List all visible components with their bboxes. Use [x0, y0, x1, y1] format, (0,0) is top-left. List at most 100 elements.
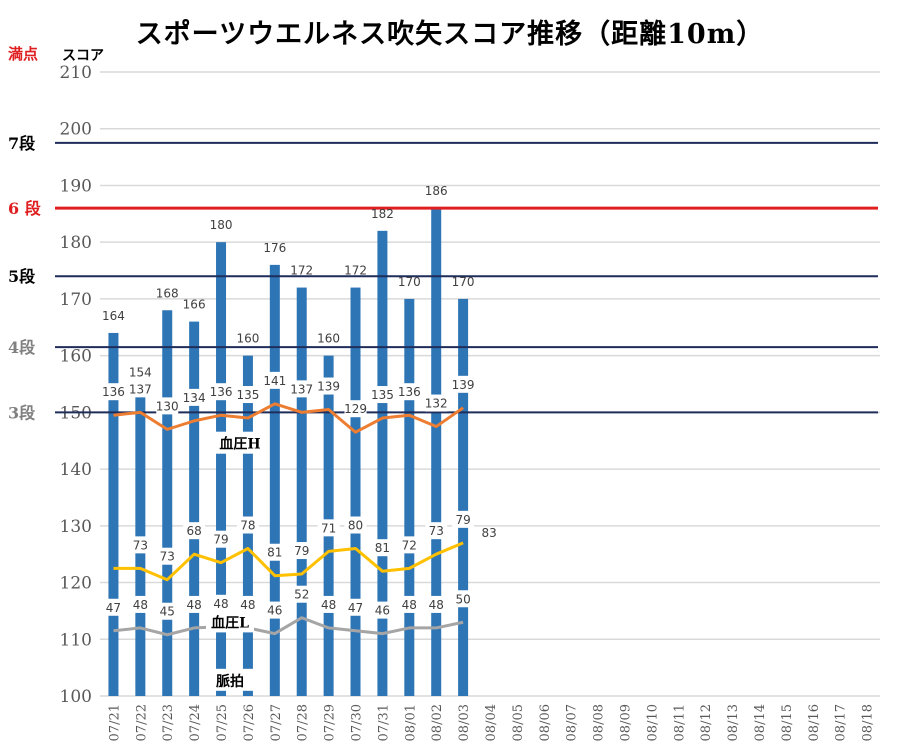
x-tick-label: 07/29	[323, 704, 338, 741]
series-data-label: 73	[133, 538, 148, 552]
series-data-label: 73	[160, 550, 175, 564]
score-bar	[404, 298, 415, 696]
series-data-label: 68	[186, 524, 201, 538]
series-name-box	[216, 431, 264, 454]
data-label-box	[425, 522, 448, 540]
bar-value-label: 160	[236, 332, 259, 346]
x-tick-label: 07/22	[134, 704, 149, 741]
series-data-label: 137	[290, 382, 313, 396]
data-label-box	[236, 516, 259, 534]
x-tick-label: 07/31	[376, 704, 391, 741]
series-line	[113, 541, 464, 582]
data-label-box	[156, 397, 179, 415]
series-data-label: 130	[156, 399, 179, 413]
series-data-label: 80	[348, 519, 363, 533]
series-data-label: 129	[344, 402, 367, 416]
data-label-box	[452, 375, 475, 393]
series-data-label: 136	[398, 385, 421, 399]
x-tick-label: 07/26	[242, 704, 257, 741]
data-label-box	[263, 601, 286, 619]
bar-value-label: 182	[371, 207, 394, 221]
data-label-box	[425, 394, 448, 412]
series-line	[113, 402, 464, 434]
series-data-label: 139	[452, 378, 475, 392]
series-data-label: 135	[236, 388, 259, 402]
series-data-label: 132	[425, 397, 448, 411]
y-tick-label: 160	[60, 347, 92, 367]
y-tick-label: 210	[60, 63, 92, 83]
series-name-box	[206, 668, 254, 691]
series-data-label: 139	[317, 380, 340, 394]
series-data-label: 47	[348, 601, 363, 615]
series-data-label: 134	[183, 391, 206, 405]
bar-value-label: 176	[263, 241, 286, 255]
x-tick-label: 08/10	[645, 704, 660, 741]
x-tick-label: 08/05	[511, 704, 526, 741]
x-tick-label: 07/23	[161, 704, 176, 741]
data-label-box	[290, 585, 313, 603]
x-tick-label: 08/04	[484, 704, 499, 741]
series-data-label: 78	[240, 519, 255, 533]
data-label-box	[263, 371, 286, 389]
data-label-box	[371, 386, 394, 404]
y-tick-label: 190	[60, 176, 92, 196]
dan-label: 6 段	[8, 199, 42, 218]
x-tick-label: 07/24	[188, 704, 203, 741]
series-data-label: 48	[321, 598, 336, 612]
series-name-label: 血圧L	[211, 614, 249, 631]
data-label-box	[317, 595, 340, 613]
data-label-box	[156, 547, 179, 565]
series-data-label: 135	[371, 388, 394, 402]
score-bar	[269, 264, 280, 696]
score-bar	[216, 242, 227, 696]
series-data-label: 81	[375, 541, 390, 555]
bar-value-label: 180	[210, 218, 233, 232]
series-data-label: 48	[133, 598, 148, 612]
series-data-label: 79	[213, 533, 228, 547]
y-tick-label: 100	[60, 687, 92, 707]
series-data-label: 137	[129, 382, 152, 396]
series-name-label: 脈拍	[216, 673, 244, 690]
x-tick-label: 08/11	[672, 704, 687, 741]
data-label-box	[183, 595, 206, 613]
score-bar	[377, 230, 388, 696]
data-label-box	[398, 383, 421, 401]
data-label-box	[344, 400, 367, 418]
score-bar	[108, 332, 119, 696]
series-data-label: 52	[294, 588, 309, 602]
data-label-box	[236, 386, 259, 404]
series-data-label: 47	[106, 601, 121, 615]
x-tick-label: 08/07	[565, 704, 580, 741]
data-label-box	[102, 383, 125, 401]
data-label-box	[290, 380, 313, 398]
data-label-box	[129, 536, 152, 554]
data-label-box	[210, 383, 233, 401]
series-data-label: 83	[481, 526, 496, 540]
y-tick-label: 140	[60, 460, 92, 480]
series-data-label: 136	[102, 385, 125, 399]
data-label-box	[183, 388, 206, 406]
data-label-box	[452, 510, 475, 528]
score-bar	[458, 298, 469, 696]
bar-value-label: 166	[183, 298, 206, 312]
data-label-box	[425, 595, 448, 613]
x-tick-label: 08/12	[699, 704, 714, 741]
full-score-label: 満点	[8, 45, 39, 63]
data-label-box	[129, 380, 152, 398]
bar-value-label: 172	[290, 264, 313, 278]
x-tick-label: 08/17	[834, 704, 849, 741]
data-label-box	[210, 530, 233, 548]
data-label-box	[371, 601, 394, 619]
score-bar	[189, 321, 200, 696]
data-label-box	[210, 594, 233, 612]
series-data-label: 141	[263, 374, 286, 388]
score-bar	[431, 208, 442, 697]
y-tick-label: 200	[60, 120, 92, 140]
data-label-box	[344, 598, 367, 616]
series-data-label: 48	[213, 597, 228, 611]
x-tick-label: 08/03	[457, 704, 472, 741]
data-label-box	[236, 595, 259, 613]
series-data-label: 48	[429, 598, 444, 612]
series-data-label: 136	[210, 385, 233, 399]
